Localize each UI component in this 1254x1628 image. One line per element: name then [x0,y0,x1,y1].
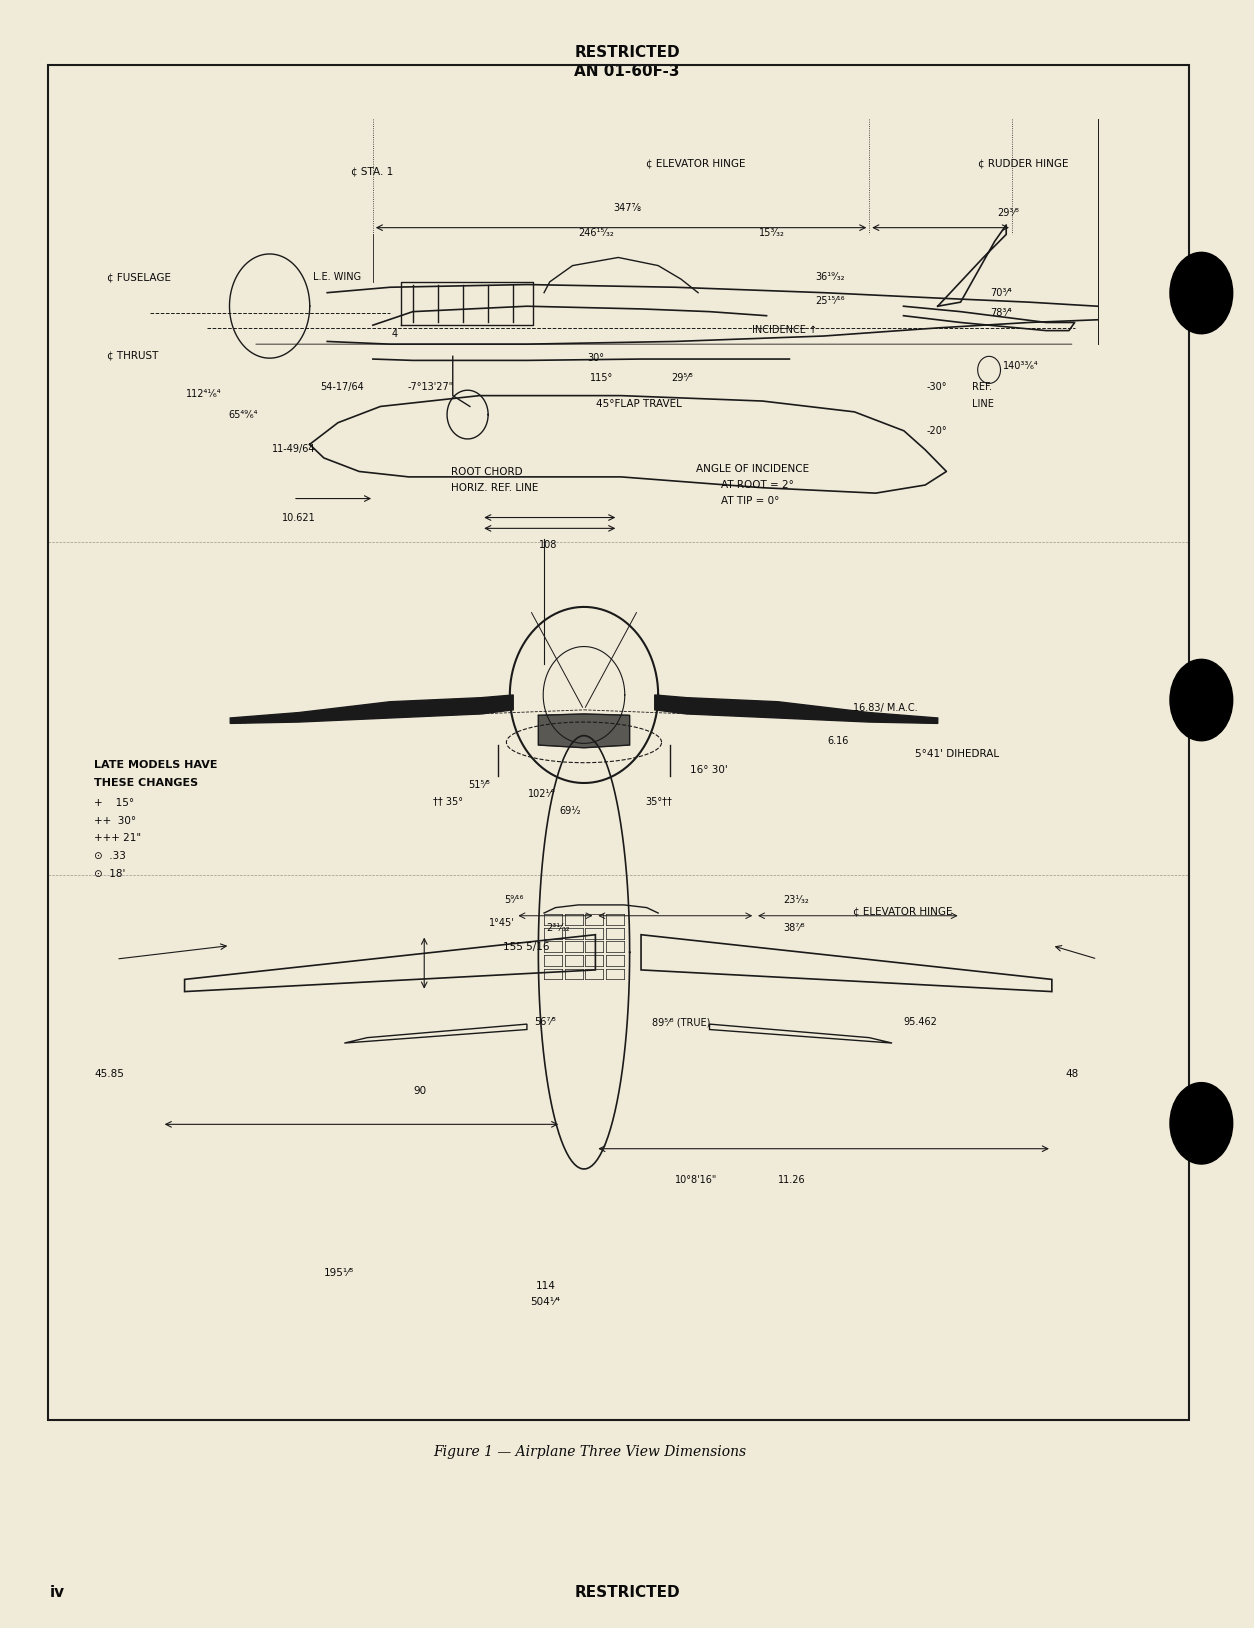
Text: 15³⁄₃₂: 15³⁄₃₂ [759,228,785,238]
Text: 10°8'16": 10°8'16" [675,1175,717,1185]
Text: +++ 21": +++ 21" [94,834,142,843]
Text: 11.26: 11.26 [777,1175,805,1185]
Text: 16.83/ M.A.C.: 16.83/ M.A.C. [853,703,918,713]
Text: ¢ FUSELAGE: ¢ FUSELAGE [107,272,171,282]
Text: 16° 30': 16° 30' [690,765,727,775]
Text: -20°: -20° [927,427,947,436]
Text: 108: 108 [539,540,557,550]
Text: 29³⁄⁸: 29³⁄⁸ [997,208,1018,218]
Text: LINE: LINE [972,399,993,409]
Text: 10.621: 10.621 [282,513,316,523]
Text: 70³⁄⁴: 70³⁄⁴ [991,288,1012,298]
Text: 38⁷⁄⁸: 38⁷⁄⁸ [784,923,805,933]
Text: 4: 4 [393,329,398,339]
Text: ¢ STA. 1: ¢ STA. 1 [351,166,394,176]
Text: 89⁵⁄⁸ (TRUE): 89⁵⁄⁸ (TRUE) [652,1018,711,1027]
Text: 6.16: 6.16 [828,736,849,746]
Circle shape [1170,1083,1233,1164]
Text: ⊙  .33: ⊙ .33 [94,851,125,861]
Text: ANGLE OF INCIDENCE: ANGLE OF INCIDENCE [696,464,809,474]
Text: REF.: REF. [972,383,992,392]
Text: ¢ RUDDER HINGE: ¢ RUDDER HINGE [978,158,1068,168]
Text: 35°††: 35°†† [646,796,672,806]
Text: 45.85: 45.85 [94,1070,124,1079]
Text: HORIZ. REF. LINE: HORIZ. REF. LINE [451,484,539,493]
Text: 1°45': 1°45' [489,918,514,928]
Text: 36¹⁹⁄₃₂: 36¹⁹⁄₃₂ [815,272,845,282]
Text: ++  30°: ++ 30° [94,816,137,825]
Text: ROOT CHORD: ROOT CHORD [451,467,523,477]
Bar [48,65,1189,1420]
Polygon shape [231,695,513,723]
Text: 5⁹⁄¹⁶: 5⁹⁄¹⁶ [504,895,524,905]
Text: THESE CHANGES: THESE CHANGES [94,778,198,788]
Text: AT TIP = 0°: AT TIP = 0° [721,497,780,506]
Text: 69¹⁄₂: 69¹⁄₂ [559,806,582,816]
Text: †† 35°: †† 35° [433,796,463,806]
Circle shape [1170,252,1233,334]
Text: ¢ THRUST: ¢ THRUST [107,350,158,360]
Text: -7°13'27": -7°13'27" [408,383,454,392]
Text: 155 5/16: 155 5/16 [503,943,551,952]
Text: 140³³⁄₆⁴: 140³³⁄₆⁴ [1003,361,1040,371]
Text: 102¹⁄⁴: 102¹⁄⁴ [528,790,556,799]
Text: 45°FLAP TRAVEL: 45°FLAP TRAVEL [596,399,681,409]
Text: 115°: 115° [591,373,613,383]
Text: 2³¹⁄₃₂: 2³¹⁄₃₂ [547,923,569,933]
Text: -30°: -30° [927,383,947,392]
Text: 195¹⁄⁸: 195¹⁄⁸ [324,1268,354,1278]
Text: 78³⁄⁴: 78³⁄⁴ [991,308,1012,317]
Text: ¢ ELEVATOR HINGE: ¢ ELEVATOR HINGE [646,158,746,168]
Text: 246¹⁵⁄₃₂: 246¹⁵⁄₃₂ [578,228,613,238]
Text: 65⁴⁹⁄₆⁴: 65⁴⁹⁄₆⁴ [228,410,258,420]
Text: 5°41' DIHEDRAL: 5°41' DIHEDRAL [915,749,999,759]
Text: AN 01-60F-3: AN 01-60F-3 [574,63,680,80]
Text: ¢ ELEVATOR HINGE: ¢ ELEVATOR HINGE [853,907,952,917]
Circle shape [1170,659,1233,741]
Text: 54-17/64: 54-17/64 [320,383,364,392]
Text: 56⁷⁄⁸: 56⁷⁄⁸ [534,1018,557,1027]
Text: L.E. WING: L.E. WING [314,272,361,282]
Polygon shape [655,695,938,723]
Text: +    15°: + 15° [94,798,134,807]
Text: 112⁴¹⁄₆⁴: 112⁴¹⁄₆⁴ [186,389,221,399]
Text: 11-49/64: 11-49/64 [272,444,316,454]
Text: 30°: 30° [587,353,604,363]
Text: LATE MODELS HAVE: LATE MODELS HAVE [94,760,217,770]
Text: RESTRICTED: RESTRICTED [574,1584,680,1600]
Text: 51⁵⁄⁸: 51⁵⁄⁸ [468,780,490,790]
Polygon shape [538,715,630,747]
Text: 23¹⁄₃₂: 23¹⁄₃₂ [784,895,810,905]
Text: iv: iv [50,1584,65,1600]
Text: 90: 90 [414,1086,426,1096]
Text: Figure 1 — Airplane Three View Dimensions: Figure 1 — Airplane Three View Dimension… [433,1446,746,1459]
Text: 25¹⁵⁄¹⁶: 25¹⁵⁄¹⁶ [815,296,845,306]
Text: 114: 114 [535,1281,556,1291]
Text: 347⅞: 347⅞ [613,204,641,213]
Text: 48: 48 [1066,1070,1080,1079]
Text: INCIDENCE ↑: INCIDENCE ↑ [752,326,818,335]
Text: ⊙  18': ⊙ 18' [94,869,125,879]
Text: AT ROOT = 2°: AT ROOT = 2° [721,480,794,490]
Text: 504¹⁄⁴: 504¹⁄⁴ [530,1298,561,1307]
Text: 95.462: 95.462 [903,1018,937,1027]
Text: RESTRICTED: RESTRICTED [574,44,680,60]
Text: 29⁵⁄⁸: 29⁵⁄⁸ [671,373,692,383]
